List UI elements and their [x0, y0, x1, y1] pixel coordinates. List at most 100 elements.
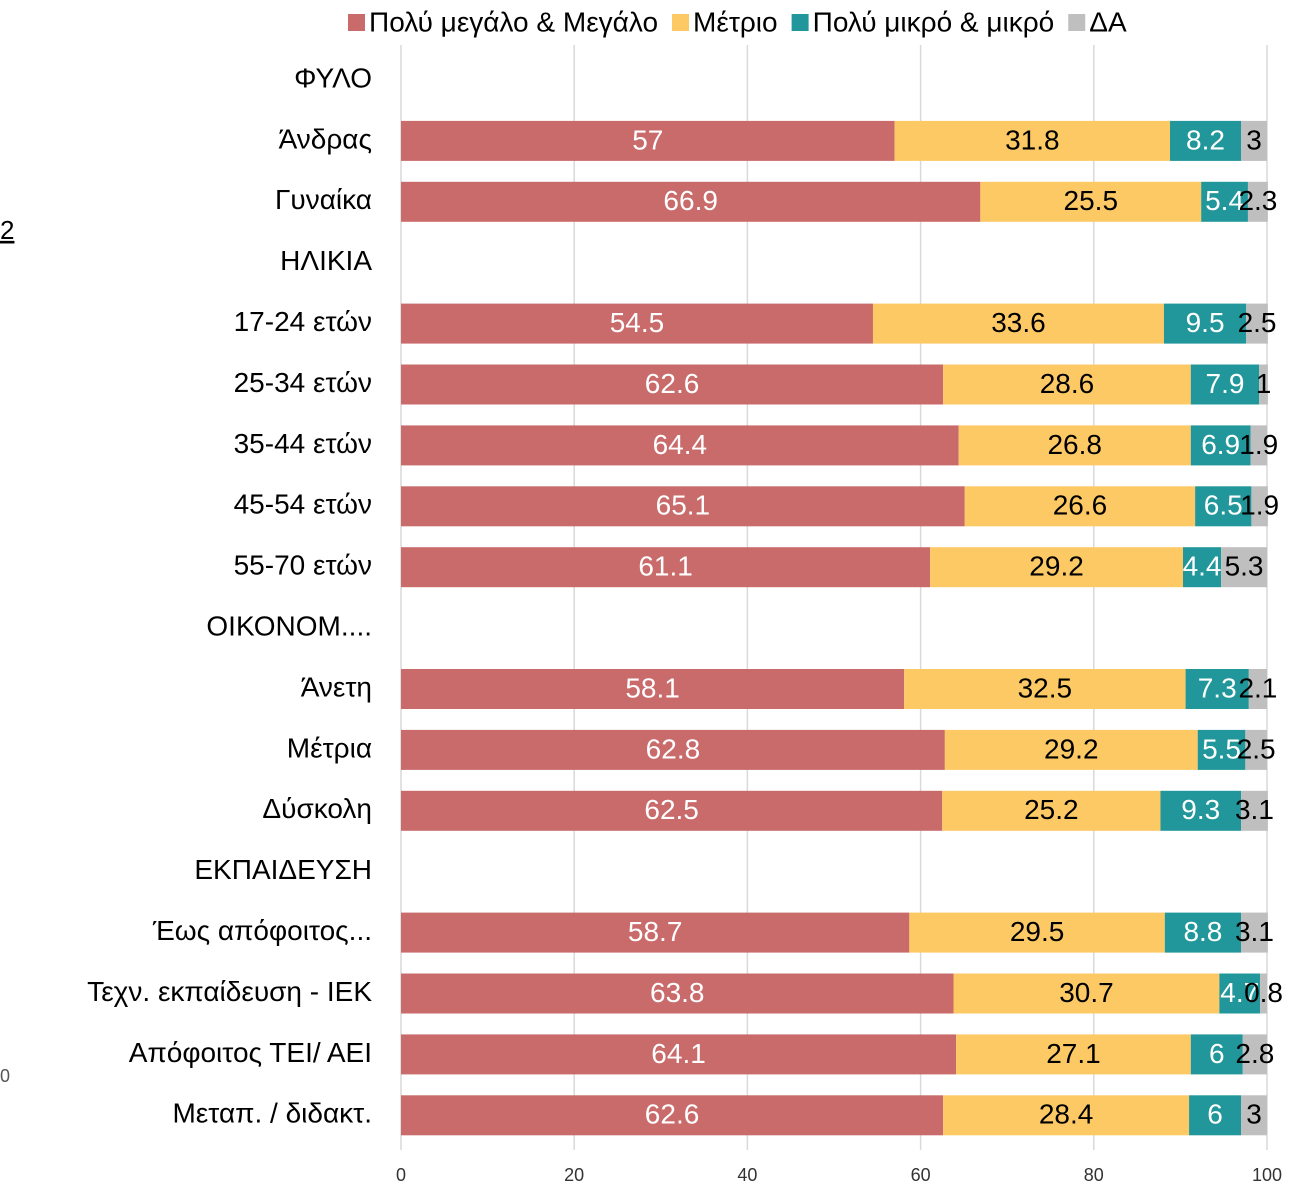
bar-segment: [909, 912, 1165, 953]
bar-segment: [401, 1095, 944, 1136]
bar-segment: [1190, 364, 1260, 405]
annotation: 0: [0, 1066, 10, 1086]
y-tick-label: Απόφοιτος ΤΕΙ/ ΑΕΙ: [129, 1037, 372, 1068]
data-label: 63.8: [650, 977, 705, 1008]
bar-segment: [964, 486, 1196, 527]
y-tick-label: Γυναίκα: [275, 184, 372, 215]
bar-segment: [943, 364, 1191, 405]
y-tick-label: ΟΙΚΟΝΟΜ....: [206, 610, 372, 641]
data-label: 54.5: [610, 307, 665, 338]
bar-segment: [1259, 364, 1268, 405]
data-label: 6.9: [1201, 429, 1240, 460]
bar-segment: [980, 181, 1202, 222]
data-label: 66.9: [663, 185, 718, 216]
bar-segment: [401, 303, 873, 344]
bar-segment: [953, 973, 1220, 1014]
bar-segment: [1160, 790, 1242, 831]
bar-segment: [904, 669, 1186, 709]
bar-segment: [956, 1034, 1191, 1075]
data-label: 3: [1246, 1099, 1262, 1130]
bar-segment: [1197, 729, 1246, 770]
data-label: 2.5: [1238, 307, 1277, 338]
y-tick-label: 25-34 ετών: [234, 367, 372, 398]
y-tick-label: Τεχν. εκπαίδευση - ΙΕΚ: [87, 976, 372, 1007]
data-label: 7.9: [1206, 368, 1245, 399]
x-tick-label: 40: [737, 1165, 757, 1185]
data-label: 6: [1207, 1099, 1223, 1130]
bar-segment: [958, 425, 1191, 466]
x-tick-label: 80: [1084, 1165, 1104, 1185]
data-label: 3: [1246, 124, 1262, 155]
data-label: 1: [1256, 368, 1272, 399]
x-tick-label: 0: [396, 1165, 406, 1185]
bar-segment: [1219, 973, 1261, 1014]
bar-segment: [1241, 912, 1268, 953]
bar-segment: [930, 547, 1183, 588]
bar-segment: [1247, 181, 1268, 222]
bar-segment: [401, 364, 944, 405]
bar-segment: [1185, 669, 1249, 709]
annotation: 2: [0, 215, 14, 245]
bar-segment: [401, 1034, 957, 1075]
data-label: 8.2: [1186, 124, 1225, 155]
y-tick-label: ΦΥΛΟ: [294, 62, 372, 93]
y-tick-label: 35-44 ετών: [234, 428, 372, 459]
bar-segment: [1241, 1095, 1267, 1136]
bar-segment: [401, 669, 905, 709]
data-label: 2.5: [1237, 733, 1276, 764]
data-label: 5.4: [1205, 185, 1244, 216]
bar-segment: [1164, 912, 1242, 953]
bar-segment: [401, 790, 943, 831]
data-label: 58.7: [628, 916, 683, 947]
y-tick-label: Άνετη: [301, 671, 372, 702]
bar-segment: [943, 1095, 1190, 1136]
data-label: 61.1: [638, 551, 693, 582]
legend-label: ΔΑ: [1089, 6, 1127, 37]
data-label: 4.4: [1183, 551, 1222, 582]
data-label: 2.3: [1238, 185, 1277, 216]
bar-segment: [401, 425, 959, 466]
legend-swatch: [672, 14, 690, 31]
data-label: 5.5: [1202, 733, 1241, 764]
data-label: 4.7: [1220, 977, 1259, 1008]
bar-segment: [1242, 1034, 1267, 1075]
data-label: 2.8: [1235, 1038, 1274, 1069]
data-label: 8.8: [1183, 916, 1222, 947]
y-tick-label: 17-24 ετών: [234, 306, 372, 337]
bar-segment: [1190, 1034, 1243, 1075]
data-label: 6: [1209, 1038, 1225, 1069]
bar-segment: [401, 729, 945, 770]
bar-segment: [1241, 120, 1267, 161]
data-label: 29.5: [1010, 916, 1065, 947]
bar-segment: [1189, 1095, 1242, 1136]
y-tick-label: 55-70 ετών: [234, 550, 372, 581]
x-tick-label: 20: [564, 1165, 584, 1185]
data-label: 62.6: [645, 368, 700, 399]
bar-segment: [1260, 973, 1267, 1014]
data-label: 3.1: [1235, 794, 1274, 825]
data-label: 26.6: [1053, 490, 1108, 521]
data-label: 30.7: [1059, 977, 1114, 1008]
data-label: 31.8: [1005, 124, 1060, 155]
data-label: 62.8: [646, 733, 701, 764]
bar-segment: [1250, 425, 1267, 466]
data-label: 32.5: [1018, 672, 1073, 703]
bar-segment: [1251, 486, 1268, 527]
data-label: 64.1: [651, 1038, 706, 1069]
bar-segment: [401, 547, 931, 588]
bar-segment: [1195, 486, 1252, 527]
bar-segment: [1245, 729, 1267, 770]
data-label: 0.8: [1244, 977, 1283, 1008]
legend-swatch: [1068, 14, 1086, 31]
y-tick-label: Δύσκολη: [262, 793, 372, 824]
bar-segment: [872, 303, 1164, 344]
y-tick-label: 45-54 ετών: [234, 489, 372, 520]
data-label: 9.3: [1181, 794, 1220, 825]
bar-segment: [401, 912, 910, 953]
bar-segment: [1248, 669, 1267, 709]
x-tick-label: 100: [1252, 1165, 1282, 1185]
data-label: 5.3: [1225, 551, 1264, 582]
data-label: 25.2: [1024, 794, 1079, 825]
bar-segment: [401, 486, 965, 527]
